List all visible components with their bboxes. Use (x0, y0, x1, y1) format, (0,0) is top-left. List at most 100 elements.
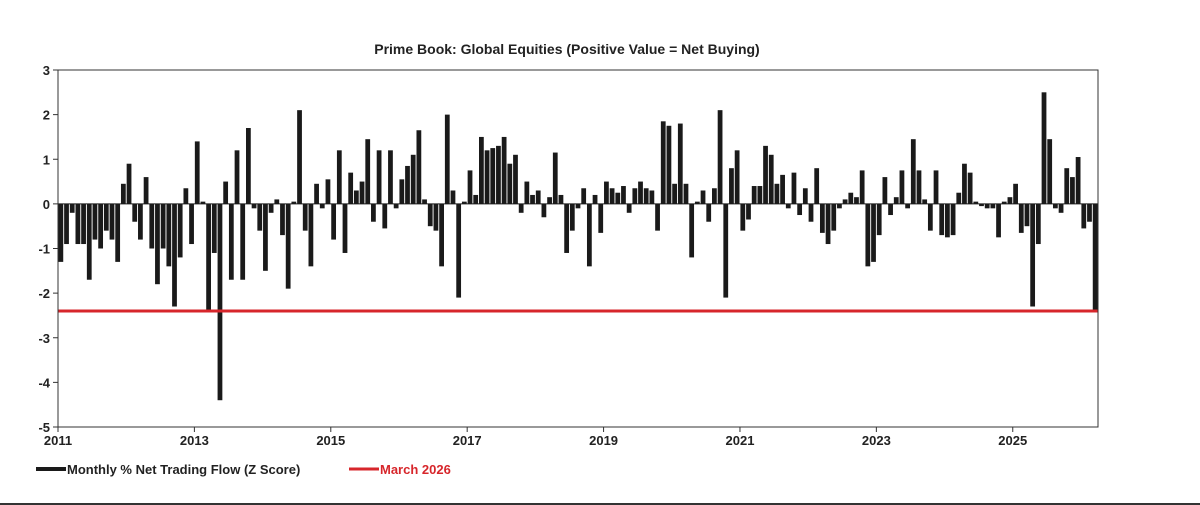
bar (479, 136, 484, 204)
bar (155, 203, 160, 285)
bar (371, 203, 376, 222)
bar (569, 203, 575, 231)
bar (802, 188, 808, 204)
x-tick-label: 2013 (180, 433, 209, 448)
bar (785, 203, 791, 209)
bar (689, 203, 695, 258)
bar (666, 125, 672, 204)
bar (717, 110, 723, 204)
bar (1052, 203, 1058, 209)
bar (706, 203, 712, 222)
bar (927, 203, 933, 231)
bar (638, 181, 643, 204)
bar (831, 203, 837, 231)
bar (331, 203, 337, 240)
bar (200, 201, 206, 204)
bar (467, 170, 473, 204)
bar (444, 114, 450, 204)
bar (1001, 201, 1007, 204)
bar (933, 170, 939, 204)
bar (1007, 197, 1013, 204)
bar (996, 203, 1001, 238)
bar (808, 203, 814, 222)
bar (308, 203, 314, 267)
bar (922, 199, 928, 204)
bar (103, 203, 109, 231)
bar (774, 183, 780, 204)
y-tick-label: 0 (43, 197, 50, 212)
bar (251, 203, 257, 209)
bar (450, 190, 456, 204)
bar (160, 203, 166, 249)
bar (416, 130, 422, 204)
bar (848, 192, 854, 204)
x-tick-label: 2011 (44, 433, 72, 448)
bar (1035, 203, 1041, 245)
bar (1058, 203, 1064, 213)
bar (751, 186, 757, 204)
y-tick-label: 2 (43, 108, 50, 123)
bar (211, 203, 217, 253)
bar (518, 203, 524, 213)
bar (456, 203, 462, 298)
bar (433, 203, 439, 231)
bar (842, 199, 848, 204)
bar (990, 203, 996, 209)
bar (723, 203, 729, 298)
bar (910, 139, 916, 204)
bar (507, 163, 513, 204)
bar (1064, 168, 1070, 204)
bar (905, 203, 911, 209)
bar (984, 203, 990, 209)
bar (973, 201, 979, 204)
x-tick-label: 2015 (316, 433, 345, 448)
bar (547, 197, 552, 204)
chart-title: Prime Book: Global Equities (Positive Va… (374, 41, 759, 57)
bar (353, 190, 359, 204)
bar (120, 183, 126, 204)
bar (189, 203, 194, 245)
bar (592, 194, 598, 204)
x-tick-label: 2019 (589, 433, 618, 448)
bar (956, 192, 962, 204)
bar (535, 190, 541, 204)
bar (865, 203, 871, 267)
bottom-border (0, 503, 1200, 505)
bar (524, 181, 530, 204)
bar (757, 186, 763, 204)
bar (410, 154, 416, 204)
bar (427, 203, 433, 227)
bar (359, 181, 365, 204)
bar (297, 110, 302, 204)
bar (336, 150, 342, 204)
bar (893, 197, 899, 204)
bar (598, 203, 604, 233)
bar (871, 203, 876, 262)
y-tick-label: -3 (38, 331, 50, 346)
bar (319, 203, 325, 209)
bar (899, 170, 905, 204)
bar (194, 141, 200, 204)
bar (75, 203, 81, 245)
bar (1041, 92, 1047, 204)
bar (746, 203, 751, 220)
bar (819, 203, 825, 233)
bar (496, 145, 501, 204)
bar (234, 150, 240, 204)
bar (677, 123, 683, 204)
bar (1024, 203, 1030, 227)
bar (581, 188, 587, 204)
bar (541, 203, 547, 218)
bar (86, 203, 92, 280)
bar (274, 199, 280, 204)
bar (876, 203, 882, 236)
bar (882, 177, 888, 204)
bar (649, 190, 655, 204)
y-tick-label: -5 (38, 420, 50, 435)
bar (143, 177, 149, 204)
bar (348, 172, 354, 204)
bar (655, 203, 660, 231)
bar (405, 165, 410, 204)
y-tick-label: 1 (43, 152, 50, 167)
bar (712, 188, 717, 204)
